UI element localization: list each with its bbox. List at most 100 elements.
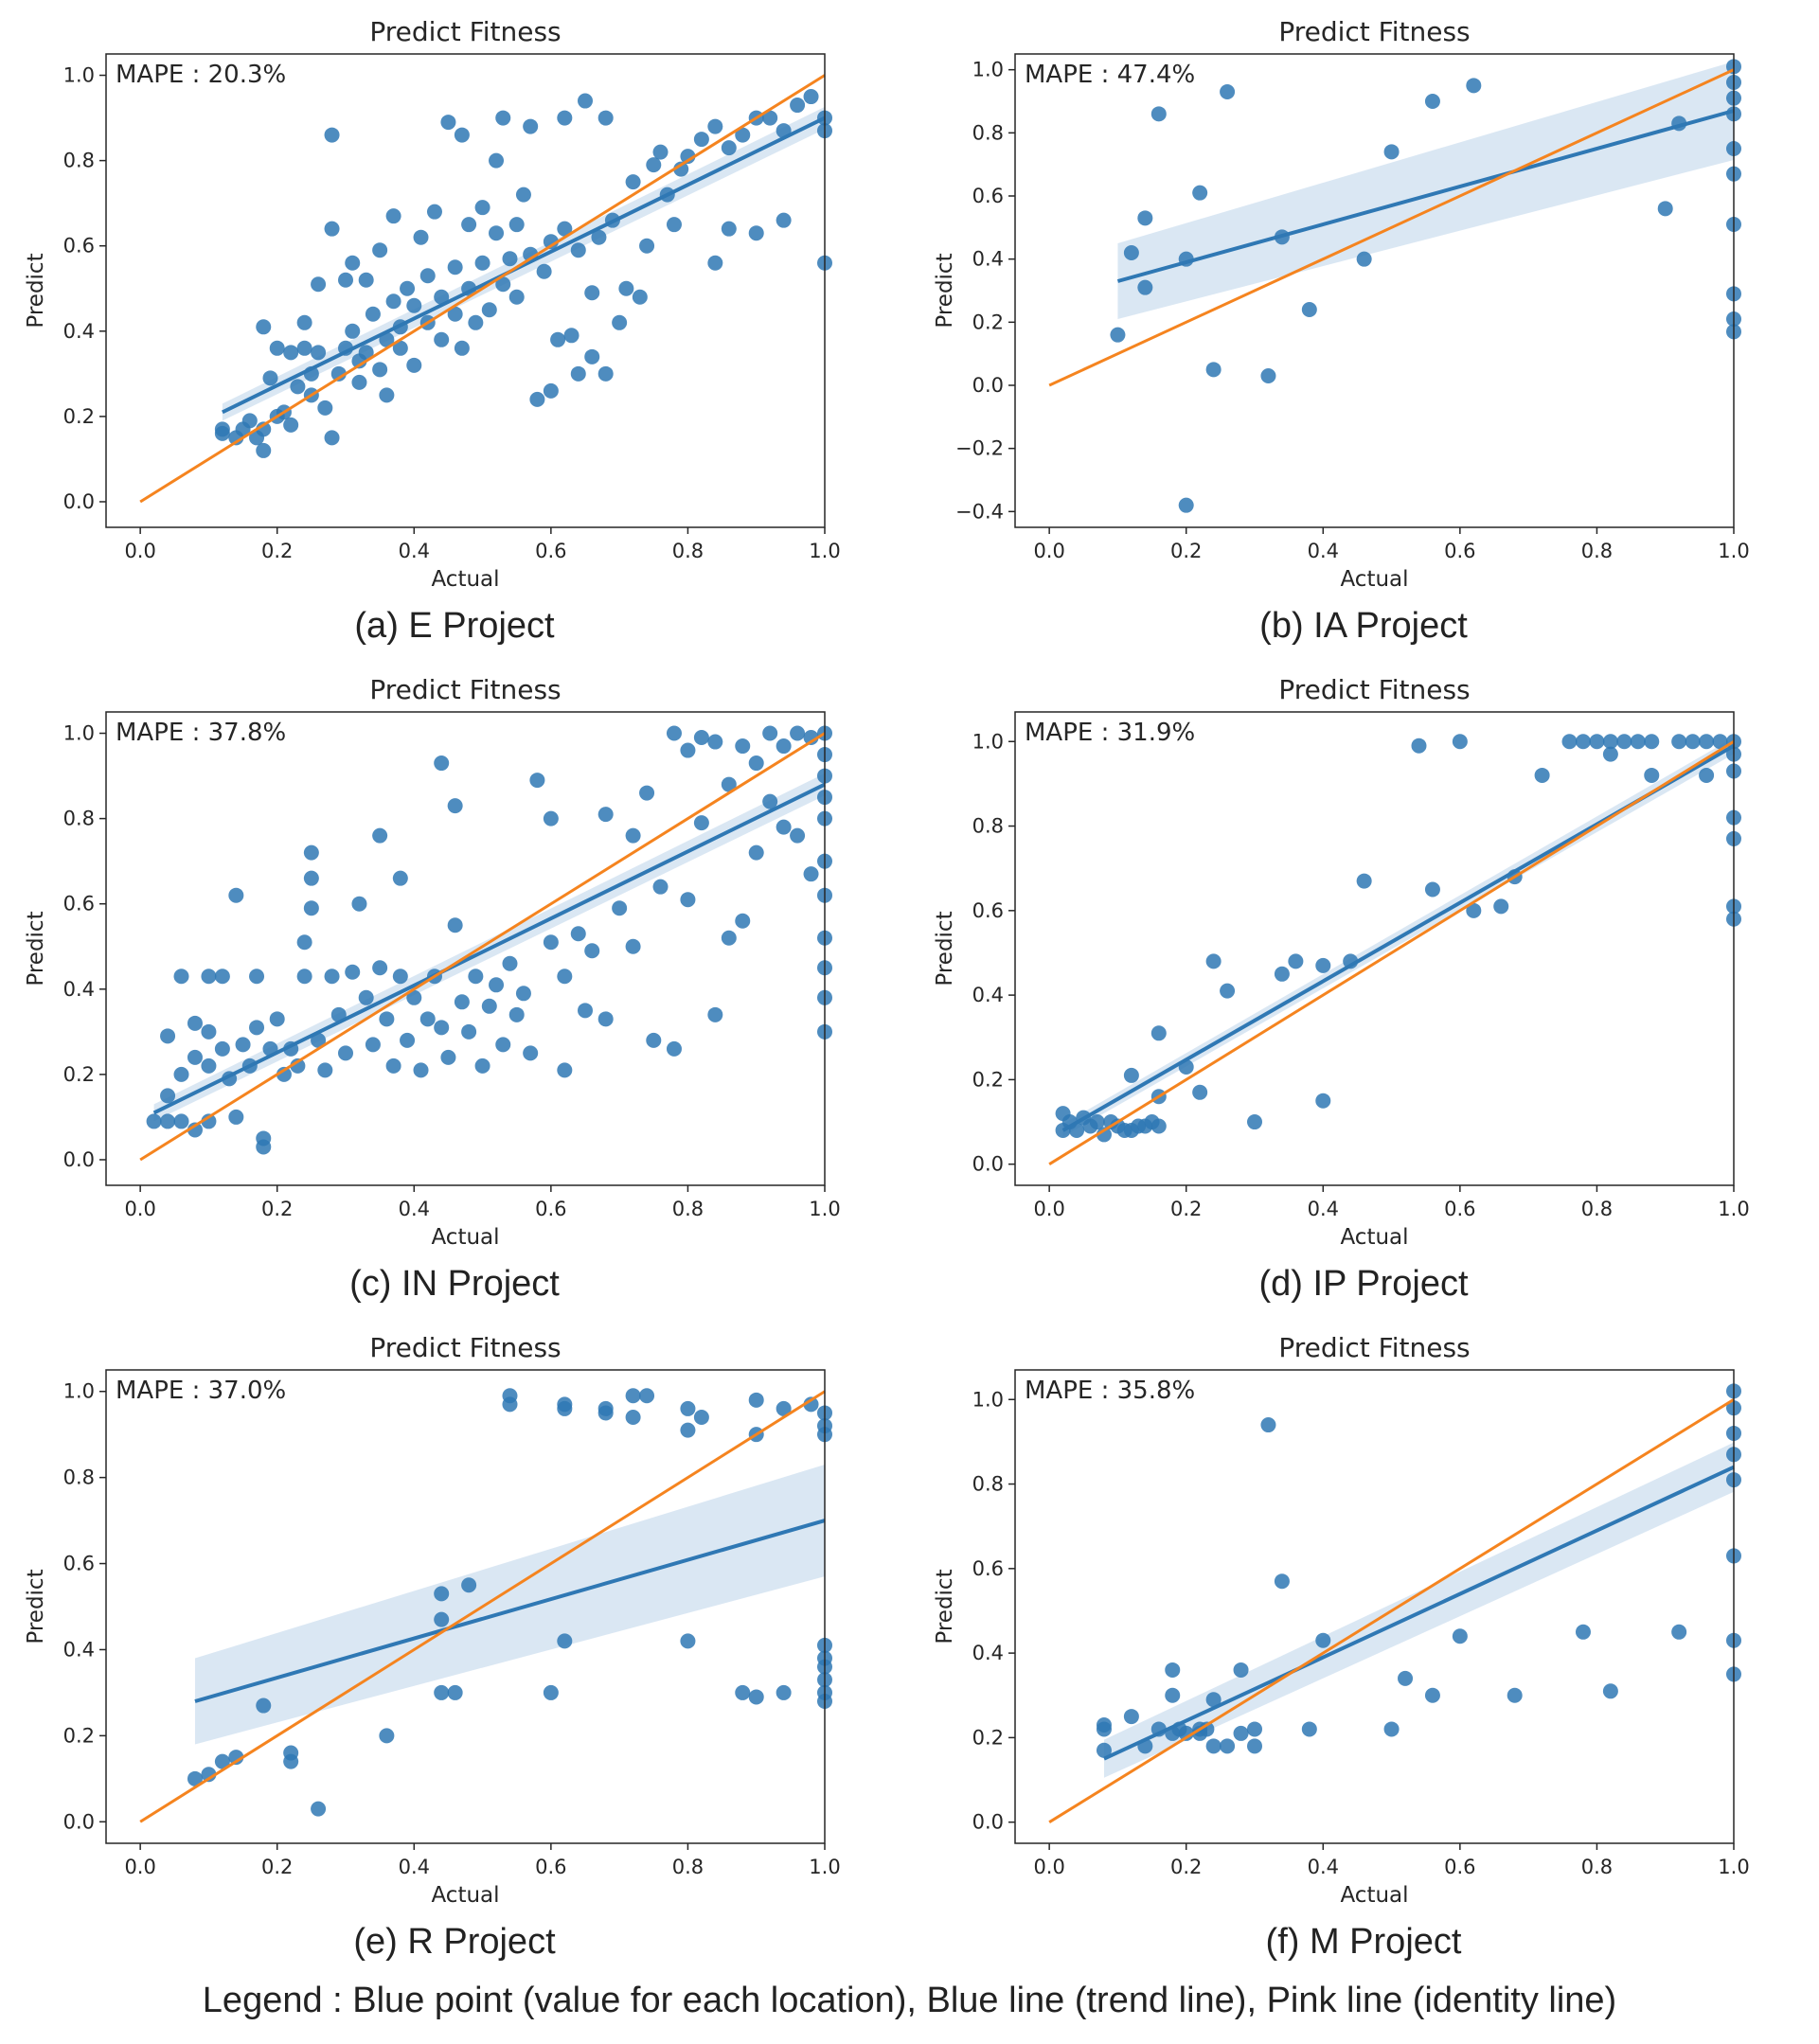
x-tick-label: 1.0 — [809, 1856, 840, 1878]
data-point — [776, 738, 792, 755]
data-point — [1274, 1573, 1290, 1590]
data-point — [502, 251, 518, 267]
identity-line — [1048, 739, 1735, 1165]
data-point — [523, 1045, 539, 1061]
x-tick-label: 0.4 — [399, 1856, 430, 1878]
identity-line — [139, 1390, 826, 1823]
data-point — [748, 755, 764, 772]
y-tick-label: 0.0 — [972, 374, 1004, 397]
chart-title: Predict Fitness — [1278, 16, 1470, 47]
data-point — [543, 234, 559, 250]
data-point — [680, 1422, 696, 1438]
data-point — [160, 1028, 176, 1044]
data-point — [330, 365, 347, 382]
data-point — [214, 1753, 230, 1769]
data-point — [543, 810, 559, 826]
data-point — [1150, 106, 1167, 122]
y-tick-label: 0.0 — [972, 1153, 1004, 1176]
data-point — [529, 391, 545, 407]
x-tick-label: 0.4 — [399, 1198, 430, 1220]
x-tick-label: 0.6 — [535, 1198, 566, 1220]
x-tick-label: 0.2 — [261, 540, 293, 562]
y-tick-label: 1.0 — [972, 730, 1004, 753]
data-point — [1616, 734, 1632, 750]
data-point — [419, 1011, 436, 1027]
data-point — [597, 807, 614, 823]
panel-b: Predict Fitness 0.0 0.2 0.4 0.6 0.8 1.0 −0.4 −0.… — [909, 0, 1818, 663]
caption-c: (c) IN Project — [349, 1264, 560, 1304]
data-point — [474, 1058, 490, 1074]
data-point — [502, 1396, 518, 1413]
identity-line — [1048, 68, 1735, 387]
data-point — [338, 272, 353, 288]
data-point — [1398, 1670, 1414, 1686]
data-point — [413, 1062, 429, 1078]
x-tick-label: 0.0 — [124, 1856, 155, 1878]
data-point — [508, 217, 525, 233]
data-point — [468, 969, 484, 985]
panel-a: Predict Fitness 0.0 0.2 0.4 0.6 0.8 1.0 0.0 0.2 0… — [0, 0, 909, 663]
data-point — [1575, 1624, 1591, 1640]
data-point — [680, 892, 696, 908]
data-point — [748, 1689, 764, 1705]
data-point — [447, 259, 463, 275]
data-point — [652, 879, 669, 895]
data-point — [228, 1109, 244, 1125]
data-point — [495, 276, 511, 293]
plot-frame — [1014, 1369, 1735, 1844]
data-point — [646, 157, 662, 173]
data-point — [625, 827, 641, 844]
data-point — [406, 297, 422, 313]
data-point — [1657, 201, 1673, 217]
data-point — [515, 187, 531, 203]
plot-frame — [105, 53, 826, 528]
data-point — [434, 289, 450, 305]
x-tick-label: 0.0 — [1033, 1198, 1064, 1220]
y-axis-label: Predict — [24, 253, 48, 328]
data-point — [578, 93, 593, 109]
data-point — [1233, 1725, 1249, 1741]
data-point — [372, 827, 388, 844]
y-tick-label: 0.8 — [63, 808, 95, 830]
data-point — [570, 926, 586, 942]
x-tick-label: 0.6 — [1444, 540, 1475, 562]
data-point — [680, 1400, 696, 1416]
data-point — [625, 174, 641, 190]
data-point — [372, 362, 388, 378]
y-tick-label: 0.6 — [972, 185, 1004, 207]
data-point — [249, 969, 265, 985]
data-point — [495, 110, 511, 126]
x-tick-label: 1.0 — [809, 540, 840, 562]
data-point — [454, 127, 470, 143]
data-point — [385, 293, 401, 310]
data-point — [721, 930, 737, 946]
chart-title: Predict Fitness — [369, 16, 561, 47]
data-point — [762, 725, 778, 741]
data-point — [474, 200, 490, 216]
data-point — [557, 1633, 573, 1649]
data-point — [317, 1062, 333, 1078]
data-point — [489, 977, 505, 993]
data-point — [776, 1400, 792, 1416]
data-point — [1644, 767, 1660, 783]
data-point — [256, 1697, 272, 1714]
data-point — [269, 1011, 285, 1027]
figure-legend: Legend : Blue point (value for each loca… — [202, 1981, 1617, 2020]
data-point — [790, 98, 806, 114]
data-point — [214, 421, 230, 437]
data-point — [1123, 1067, 1139, 1083]
y-tick-label: −0.4 — [955, 500, 1004, 523]
data-point — [303, 870, 319, 886]
x-axis-label: Actual — [431, 567, 499, 592]
data-point — [591, 229, 607, 245]
data-point — [1424, 1687, 1440, 1703]
data-point — [187, 1122, 203, 1138]
data-point — [790, 827, 806, 844]
data-point — [707, 255, 723, 271]
y-tick-label: 0.0 — [63, 490, 95, 513]
data-point — [1089, 1114, 1105, 1130]
y-tick-label: 0.4 — [972, 1642, 1004, 1664]
data-point — [1602, 734, 1618, 750]
data-point — [597, 1405, 614, 1421]
data-point — [570, 242, 586, 258]
